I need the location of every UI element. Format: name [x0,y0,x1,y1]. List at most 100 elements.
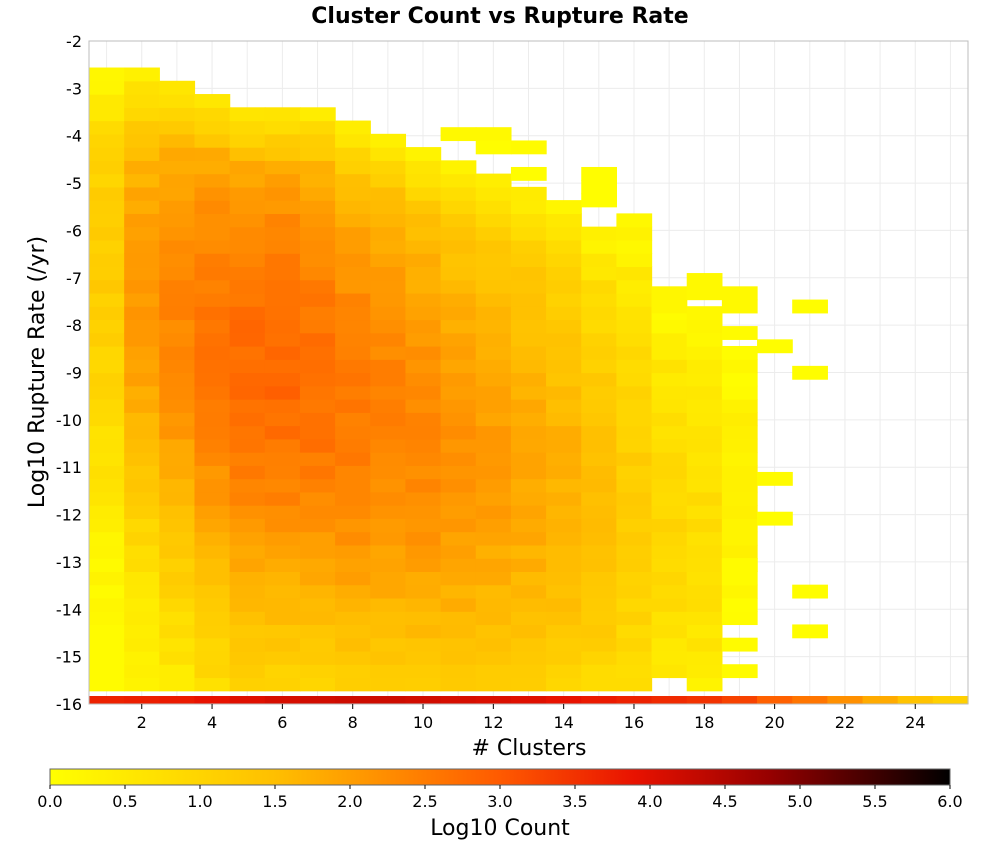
heatmap-cell [229,200,266,214]
heatmap-cell [440,571,477,586]
heatmap-cell [264,650,301,665]
colorbar-label: Log10 Count [430,816,570,841]
colorbar-tick-label: 2.0 [337,792,362,811]
heatmap-cell [440,544,477,559]
heatmap-cell [229,160,266,175]
heatmap-cell [299,478,336,493]
heatmap-cell [546,677,582,692]
heatmap-cell [546,597,582,612]
heatmap-cell [159,677,196,692]
heatmap-cell [124,160,160,175]
heatmap-cell [405,253,442,268]
heatmap-cell [299,332,336,347]
heatmap-cell [159,518,196,533]
heatmap-cell [264,531,301,546]
heatmap-cell [124,438,160,453]
heatmap-cell [159,584,196,599]
heatmap-bottom-cell [440,696,477,704]
heatmap-cell [264,399,301,413]
y-tick-label: -14 [56,600,82,619]
heatmap-cell [581,465,617,480]
heatmap-cell [440,385,477,400]
x-tick-label: 14 [553,713,573,732]
heatmap-cell [335,544,371,559]
heatmap-cell [405,332,442,347]
heatmap-cell [510,319,547,334]
heatmap-cell [89,359,125,374]
heatmap-cell [721,399,758,413]
heatmap-cell [721,505,758,519]
heatmap-cell [194,505,231,519]
heatmap-cell [194,624,231,639]
heatmap-cell [440,624,477,639]
heatmap-cell [405,544,442,559]
heatmap-cell [229,226,266,241]
heatmap-cell [405,465,442,480]
heatmap-cell [89,677,125,692]
heatmap-cell [651,611,688,626]
heatmap-cell [475,677,512,692]
heatmap-cell [124,637,160,652]
heatmap-cell [651,465,688,480]
heatmap-cell [124,558,160,572]
heatmap-cell [194,253,231,268]
heatmap-cell [616,438,653,453]
heatmap-cell [475,266,512,281]
colorbar-tick-label: 4.5 [712,792,737,811]
heatmap-cell [159,452,196,466]
heatmap-bottom-cell [757,696,793,704]
heatmap-cell [651,637,688,652]
heatmap-cell [299,611,336,626]
heatmap-cell [475,425,512,440]
heatmap-cell [335,372,371,387]
heatmap-cell [616,359,653,374]
heatmap-cell [721,571,758,586]
heatmap-cell [440,372,477,387]
heatmap-cell [651,531,688,546]
heatmap-cell [229,664,266,679]
heatmap-cell [335,253,371,268]
heatmap-cell [510,213,547,228]
heatmap-cell [89,611,125,626]
heatmap-cell [475,226,512,241]
heatmap-cell [440,637,477,652]
heatmap-cell [194,359,231,374]
heatmap-cell [264,584,301,599]
heatmap-cell [475,213,512,228]
heatmap-cell [546,571,582,586]
heatmap-cell [159,306,196,321]
heatmap-cell [792,584,828,599]
heatmap-cell [581,611,617,626]
heatmap-cell [159,412,196,427]
heatmap-cell [475,478,512,493]
heatmap-cell [89,518,125,533]
heatmap-cell [440,677,477,692]
heatmap-cell [299,107,336,122]
heatmap-cell [546,624,582,639]
heatmap-cell [335,133,371,148]
heatmap-cell [721,286,758,301]
heatmap-cell [89,213,125,228]
heatmap-cell [229,491,266,506]
heatmap-cell [370,611,407,626]
heatmap-cell [335,239,371,254]
heatmap-cell [124,133,160,148]
heatmap-cell [370,147,407,161]
heatmap-cell [89,239,125,254]
heatmap-cell [616,491,653,506]
heatmap-cell [159,505,196,519]
heatmap-cell [546,292,582,307]
heatmap-cell [581,650,617,665]
heatmap-cell [229,571,266,586]
heatmap-cell [194,385,231,400]
heatmap-cell [159,611,196,626]
heatmap-cell [89,531,125,546]
heatmap-cell [405,160,442,175]
heatmap-cell [721,637,758,652]
heatmap-cell [757,339,793,354]
heatmap-cell [264,505,301,519]
heatmap-cell [299,505,336,519]
heatmap-cell [405,200,442,214]
heatmap-cell [229,279,266,294]
heatmap-cell [405,359,442,374]
